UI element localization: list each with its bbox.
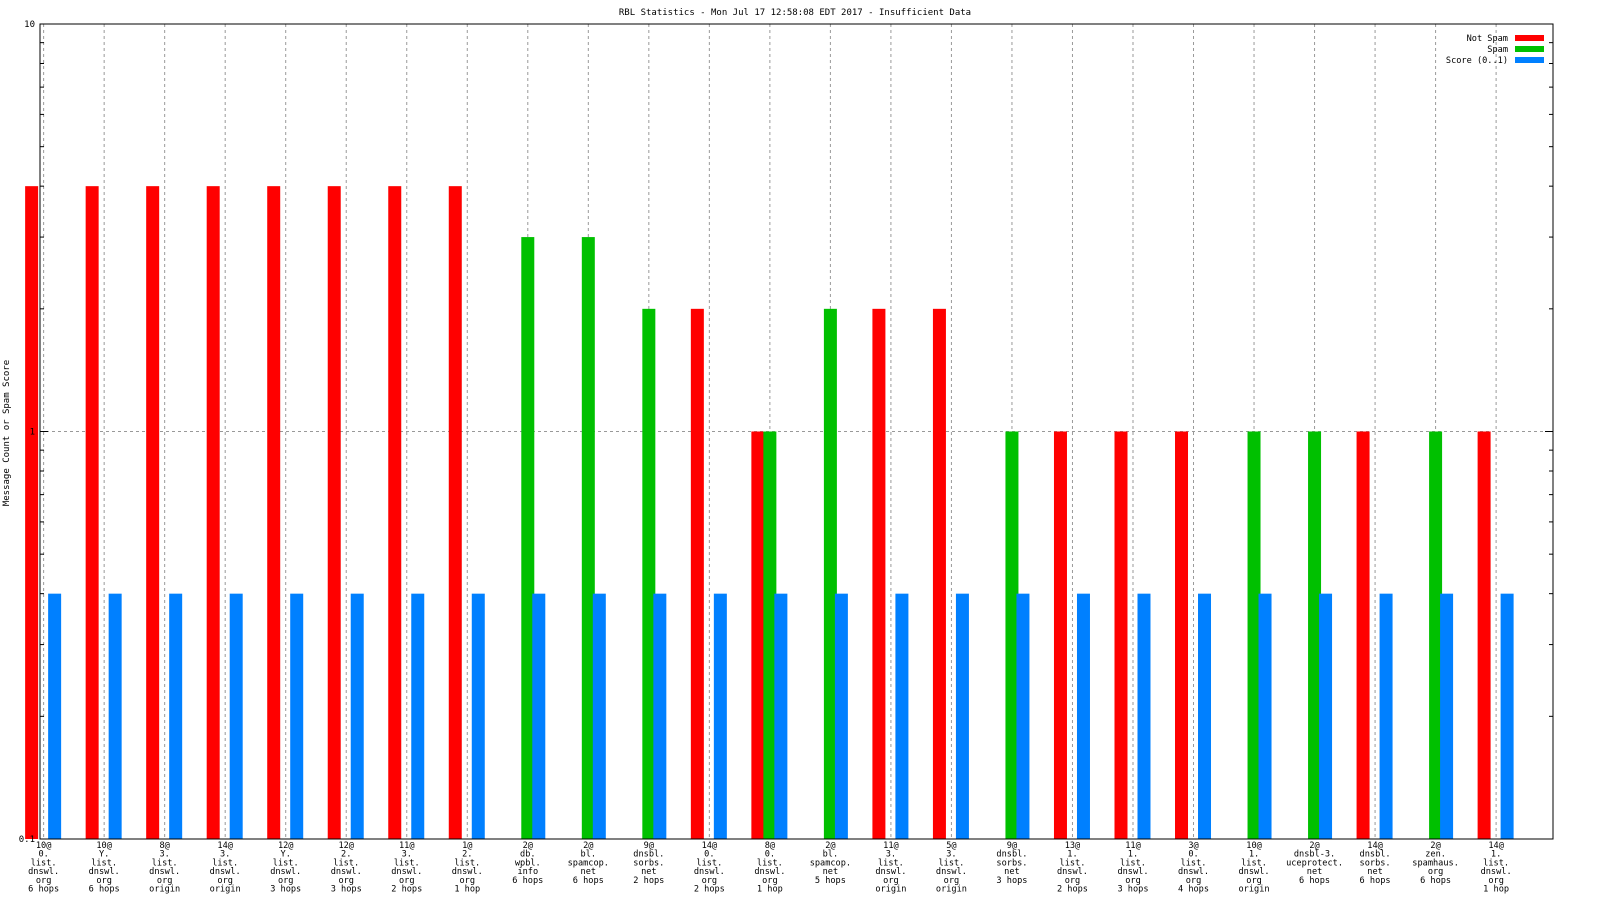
x-tick-label: 2@ bl. spamcop. net 5 hops [810, 841, 851, 886]
legend-swatch [1515, 35, 1544, 41]
bar-score-0-1 [1016, 593, 1030, 839]
bar-not-spam [1175, 431, 1189, 839]
bar-score-0-1 [713, 593, 727, 839]
bar-spam [1429, 431, 1443, 839]
bar-score-0-1 [350, 593, 364, 839]
bar-not-spam [1356, 431, 1370, 839]
x-tick-label: 13@ 1. list. dnswl. org 2 hops [1057, 841, 1088, 895]
bar-not-spam [1114, 431, 1128, 839]
bar-score-0-1 [290, 593, 304, 839]
x-tick-label: 10@ Y. list. dnswl. org 6 hops [89, 841, 120, 895]
bar-spam [763, 431, 777, 839]
x-tick-label: 14@ 3. list. dnswl. org origin [210, 841, 241, 895]
x-axis-labels: 10@ 0. list. dnswl. org 6 hops 10@ Y. list. dnswl… [28, 841, 1512, 895]
legend-label: Score (0..1) [1446, 56, 1508, 66]
legend-swatch [1515, 46, 1544, 52]
x-tick-label: 11@ 1. list. dnswl. org 3 hops [1117, 841, 1148, 895]
bar-score-0-1 [108, 593, 122, 839]
x-tick-label: 1@ 2. list. dnswl. org 1 hop [452, 841, 483, 895]
bar-not-spam [751, 431, 765, 839]
bar-score-0-1 [592, 593, 606, 839]
x-tick-label: 9@ dnsbl. sorbs. net 2 hops [633, 841, 664, 886]
x-tick-label: 12@ 2. list. dnswl. org 3 hops [331, 841, 362, 895]
bar-score-0-1 [653, 593, 667, 839]
bar-not-spam [85, 186, 99, 840]
bar-score-0-1 [1319, 593, 1333, 839]
bar-score-0-1 [1500, 593, 1514, 839]
bar-not-spam [388, 186, 402, 840]
y-tick-label: 10 [24, 20, 35, 30]
x-tick-label: 2@ bl. spamcop. net 6 hops [568, 841, 609, 886]
bar-score-0-1 [411, 593, 425, 839]
y-axis-label: Message Count or Spam Score [2, 360, 12, 506]
x-tick-label: 2@ zen. spamhaus. org 6 hops [1412, 841, 1459, 886]
bar-not-spam [872, 308, 886, 839]
bar-score-0-1 [774, 593, 788, 839]
bar-score-0-1 [1258, 593, 1272, 839]
bar-score-0-1 [1076, 593, 1090, 839]
bar-spam [1247, 431, 1261, 839]
bars [25, 186, 1514, 840]
bar-spam [1005, 431, 1019, 839]
bar-not-spam [146, 186, 160, 840]
bar-score-0-1 [1198, 593, 1212, 839]
bar-spam [521, 237, 535, 839]
x-tick-label: 5@ 3. list. dnswl. org origin [936, 841, 967, 895]
bar-score-0-1 [834, 593, 848, 839]
bar-score-0-1 [532, 593, 546, 839]
legend-label: Not Spam [1467, 34, 1508, 44]
bar-score-0-1 [1440, 593, 1454, 839]
bar-not-spam [1053, 431, 1067, 839]
bar-spam [823, 308, 837, 839]
bar-not-spam [932, 308, 946, 839]
x-tick-label: 11@ 3. list. dnswl. org 2 hops [391, 841, 422, 895]
bar-spam [1308, 431, 1322, 839]
bar-score-0-1 [169, 593, 183, 839]
bar-not-spam [1477, 431, 1491, 839]
plot-frame [39, 23, 1554, 840]
bar-score-0-1 [471, 593, 485, 839]
y-tick-label: 1 [30, 428, 35, 438]
bar-not-spam [690, 308, 704, 839]
x-tick-label: 14@ 1. list. dnswl. org 1 hop [1481, 841, 1512, 895]
bar-not-spam [327, 186, 341, 840]
bar-score-0-1 [1379, 593, 1393, 839]
legend-swatch [1515, 57, 1544, 63]
bar-score-0-1 [229, 593, 243, 839]
x-tick-label: 11@ 3. list. dnswl. org origin [875, 841, 906, 895]
legend-label: Spam [1487, 45, 1508, 55]
x-tick-label: 3@ 0. list. dnswl. org 4 hops [1178, 841, 1209, 895]
x-tick-label: 10@ 1. list. dnswl. org origin [1239, 841, 1270, 895]
x-tick-label: 14@ 0. list. dnswl. org 2 hops [694, 841, 725, 895]
x-tick-label: 2@ dnsbl-3. uceprotect. net 6 hops [1286, 841, 1343, 886]
x-tick-label: 10@ 0. list. dnswl. org 6 hops [28, 841, 59, 895]
bar-not-spam [448, 186, 462, 840]
bar-score-0-1 [48, 593, 62, 839]
x-tick-label: 8@ 3. list. dnswl. org origin [149, 841, 180, 895]
bar-not-spam [206, 186, 220, 840]
x-tick-label: 2@ db. wpbl. info 6 hops [512, 841, 543, 886]
x-tick-label: 12@ Y. list. dnswl. org 3 hops [270, 841, 301, 895]
bar-score-0-1 [955, 593, 969, 839]
bar-score-0-1 [895, 593, 909, 839]
bar-score-0-1 [1137, 593, 1151, 839]
x-tick-label: 8@ 0. list. dnswl. org 1 hop [754, 841, 785, 895]
bar-not-spam [25, 186, 39, 840]
chart-title: RBL Statistics - Mon Jul 17 12:58:08 EDT… [619, 8, 971, 18]
bar-spam [581, 237, 595, 839]
x-tick-label: 9@ dnsbl. sorbs. net 3 hops [996, 841, 1027, 886]
bar-spam [642, 308, 656, 839]
x-tick-label: 14@ dnsbl. sorbs. net 6 hops [1360, 841, 1391, 886]
bar-not-spam [267, 186, 281, 840]
y-tick-label: 0.1 [19, 835, 35, 845]
